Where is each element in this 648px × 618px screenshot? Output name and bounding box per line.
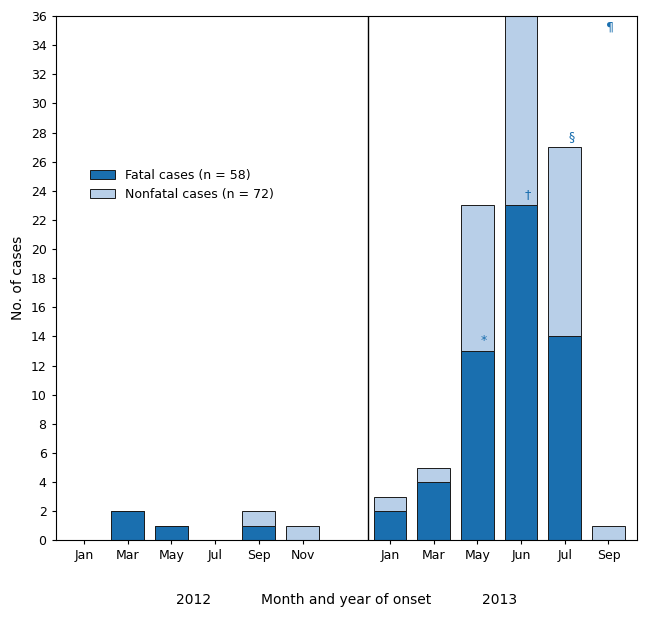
Bar (111, 511, 144, 540)
Bar (505, 205, 537, 540)
Bar (592, 526, 625, 540)
Bar (155, 526, 188, 540)
Legend: Fatal cases (n = 58), Nonfatal cases (n = 72): Fatal cases (n = 58), Nonfatal cases (n … (85, 164, 279, 206)
Text: *: * (481, 334, 487, 347)
Bar (242, 511, 275, 526)
Bar (461, 351, 494, 540)
Text: 2012: 2012 (176, 593, 211, 607)
Bar (505, 16, 537, 205)
Bar (548, 147, 581, 336)
X-axis label: Month and year of onset: Month and year of onset (261, 593, 432, 607)
Bar (242, 526, 275, 540)
Bar (373, 511, 406, 540)
Y-axis label: No. of cases: No. of cases (11, 236, 25, 320)
Bar (373, 497, 406, 511)
Text: †: † (525, 188, 531, 201)
Bar (286, 526, 319, 540)
Text: ¶: ¶ (607, 20, 614, 33)
Bar (461, 205, 494, 351)
Bar (417, 467, 450, 482)
Text: 2013: 2013 (481, 593, 516, 607)
Text: §: § (568, 130, 575, 143)
Bar (417, 482, 450, 540)
Bar (548, 336, 581, 540)
